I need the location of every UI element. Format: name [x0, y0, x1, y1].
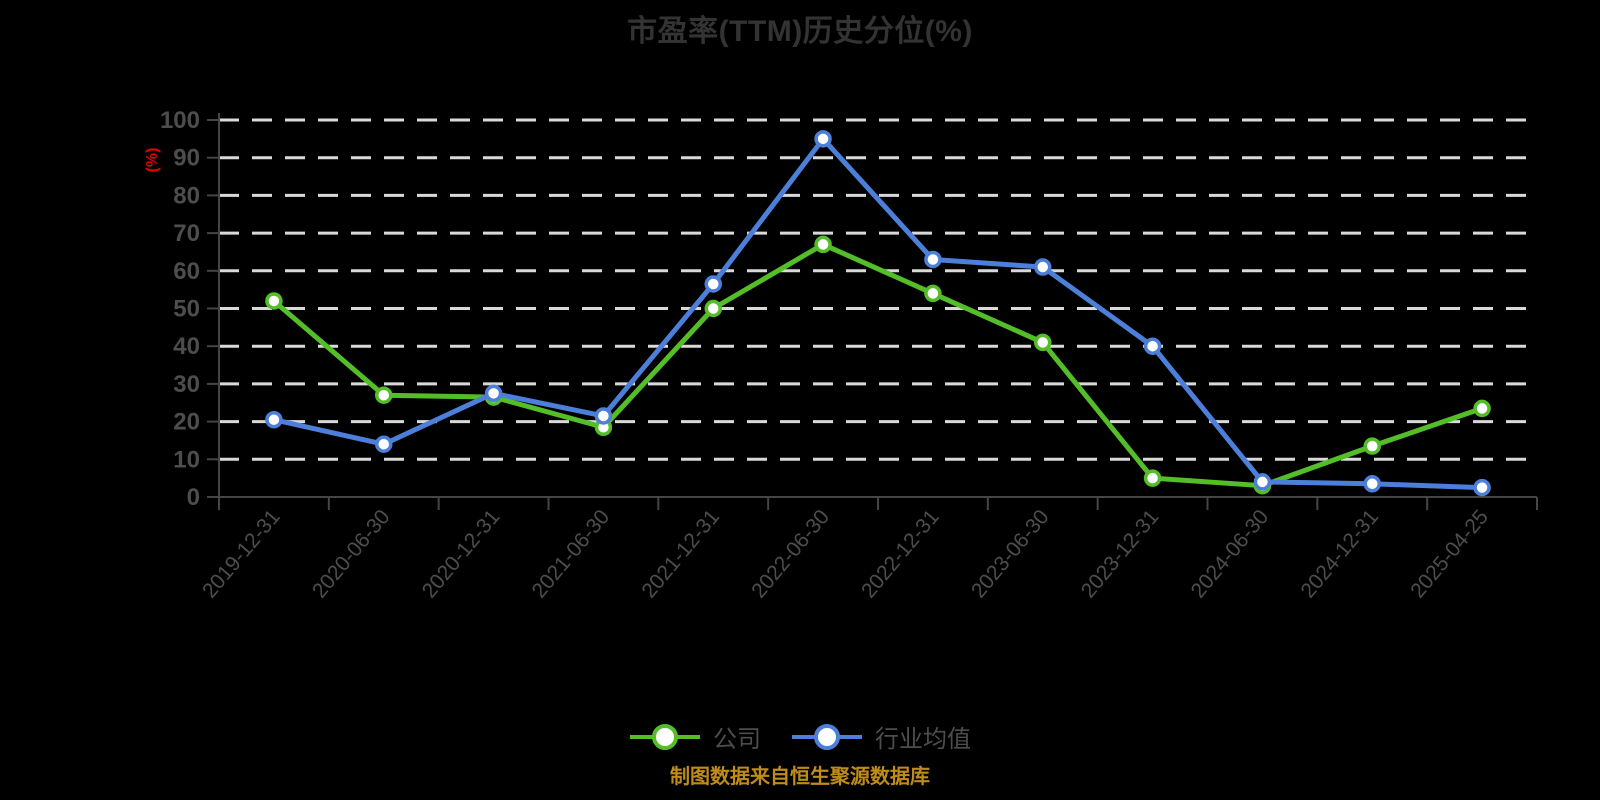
y-axis-tick-label: 60	[173, 258, 200, 285]
company-data-point[interactable]	[1034, 333, 1052, 352]
y-axis-tick-label: 10	[173, 446, 200, 473]
industry-average-data-point[interactable]	[1363, 475, 1381, 493]
x-axis-tick-label: 2019-12-31	[198, 505, 285, 602]
chart-title: 市盈率(TTM)历史分位(%)	[627, 15, 973, 48]
industry-average-data-point[interactable]	[265, 410, 283, 429]
x-axis-tick-label: 2020-12-31	[418, 505, 505, 602]
y-axis-tick-label: 50	[173, 296, 200, 323]
industry-average-data-point[interactable]	[375, 435, 393, 453]
x-axis-tick-label: 2020-06-30	[308, 505, 395, 602]
y-axis-tick-label: 100	[160, 107, 200, 134]
y-axis-tick-label: 70	[173, 220, 200, 247]
industry-average-legend-marker-icon	[792, 723, 862, 750]
x-axis-tick-label: 2021-12-31	[637, 505, 724, 602]
y-axis-tick-label: 20	[173, 409, 200, 436]
company-data-point[interactable]	[1363, 437, 1381, 455]
y-axis-tick-label: 80	[173, 182, 200, 209]
x-axis-tick-label: 2023-06-30	[967, 505, 1054, 602]
x-axis-tick-label: 2025-04-25	[1406, 505, 1493, 602]
industry-average-data-point[interactable]	[1253, 473, 1272, 491]
y-axis-tick-label: 0	[187, 484, 200, 511]
company-data-point[interactable]	[265, 292, 283, 310]
company-data-point[interactable]	[704, 299, 722, 318]
data-source-note: 制图数据来自恒生聚源数据库	[670, 766, 930, 788]
industry-average-data-point[interactable]	[1034, 258, 1052, 276]
legend-label-company: 公司	[713, 726, 761, 753]
x-axis-tick-label: 2022-12-31	[857, 505, 944, 602]
industry-average-data-point[interactable]	[594, 407, 613, 425]
chart-legend: 公司 行业均值	[0, 719, 1600, 754]
legend-item-industry-average[interactable]: 行业均值	[791, 719, 971, 754]
legend-item-company[interactable]: 公司	[629, 719, 761, 754]
x-axis-tick-label: 2024-12-31	[1296, 505, 1383, 602]
industry-average-series-line	[271, 136, 1485, 491]
industry-average-data-point[interactable]	[814, 130, 832, 148]
industry-average-data-point[interactable]	[704, 275, 722, 293]
y-axis-tick-label: 40	[173, 333, 200, 360]
company-legend-marker-icon	[630, 723, 700, 750]
company-data-point[interactable]	[924, 284, 942, 303]
company-series-line	[271, 241, 1485, 489]
x-axis-tick-label: 2021-06-30	[528, 505, 615, 602]
company-data-point[interactable]	[1143, 469, 1162, 487]
y-axis-tick-label: 30	[173, 371, 200, 398]
x-axis-tick-label: 2022-06-30	[747, 505, 834, 602]
industry-average-data-point[interactable]	[924, 250, 942, 269]
industry-average-data-point[interactable]	[1473, 478, 1491, 497]
y-axis-tick-label: 90	[173, 145, 200, 172]
x-axis-tick-label: 2023-12-31	[1077, 505, 1164, 602]
company-data-point[interactable]	[375, 386, 393, 404]
industry-average-data-point[interactable]	[484, 384, 503, 403]
company-data-point[interactable]	[814, 235, 832, 254]
x-axis-tick-label: 2024-06-30	[1187, 505, 1274, 602]
industry-average-data-point[interactable]	[1143, 337, 1162, 355]
legend-label-industry-average: 行业均值	[875, 726, 971, 753]
company-data-point[interactable]	[1473, 399, 1491, 418]
